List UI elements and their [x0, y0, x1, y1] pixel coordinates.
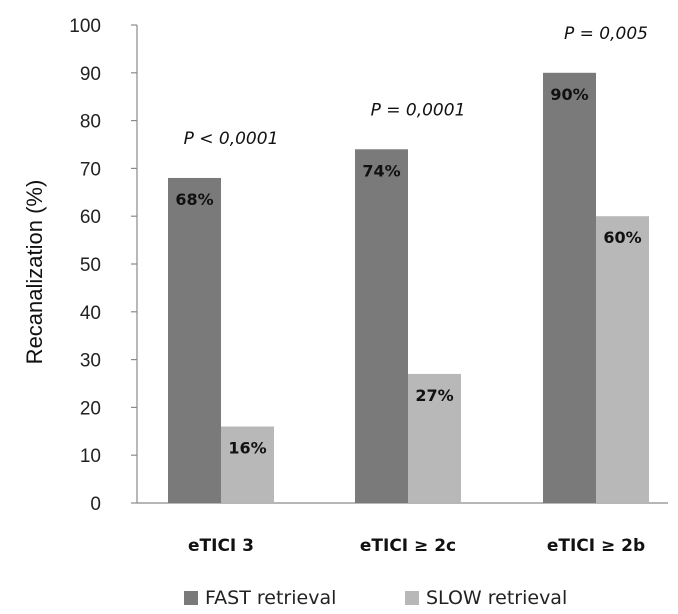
y-tick-label: 60: [80, 207, 101, 228]
bar-slow-2: [596, 216, 649, 503]
bar-fast-1: [355, 149, 408, 503]
p-value-label: P = 0,0001: [371, 100, 466, 120]
bar-slow-1: [408, 373, 461, 503]
y-axis-label: Recanalization (%): [22, 180, 47, 365]
data-labels: 68% 16% 74% 27% 90% 60%: [175, 85, 641, 458]
legend-label: FAST retrieval: [205, 587, 336, 609]
p-value-label: P < 0,0001: [184, 129, 279, 149]
y-tick-label: 20: [80, 398, 101, 419]
data-label: 60%: [603, 228, 641, 247]
y-tick-label: 90: [80, 64, 101, 85]
bar-slow-0: [221, 426, 274, 503]
bars: [168, 72, 649, 504]
bar-fast-0: [168, 177, 221, 503]
y-tick-label: 0: [90, 494, 101, 515]
x-axis-categories: eTICI 3 eTICI ≥ 2c eTICI ≥ 2b: [188, 536, 645, 556]
data-label: 27%: [415, 386, 453, 405]
y-tick-label: 10: [80, 446, 101, 467]
y-tick-label: 50: [80, 255, 101, 276]
y-axis: 0 10 20 30 40 50 60 70 80 90 100: [69, 16, 668, 515]
data-label: 74%: [362, 161, 400, 180]
y-tick-label: 100: [69, 16, 101, 37]
category-label: eTICI ≥ 2c: [360, 536, 456, 556]
y-tick-label: 30: [80, 351, 101, 372]
legend-swatch: [405, 591, 419, 605]
category-label: eTICI 3: [188, 536, 254, 556]
category-label: eTICI ≥ 2b: [547, 536, 645, 556]
y-tick-label: 40: [80, 303, 101, 324]
legend-swatch: [184, 591, 198, 605]
bar-fast-2: [543, 72, 596, 504]
data-label: 68%: [175, 190, 213, 209]
data-label: 16%: [228, 439, 266, 458]
legend-label: SLOW retrieval: [426, 587, 567, 609]
legend: FAST retrieval SLOW retrieval: [184, 587, 567, 609]
p-value-annotations: P < 0,0001 P = 0,0001 P = 0,005: [184, 24, 648, 149]
y-tick-label: 70: [80, 159, 101, 180]
p-value-label: P = 0,005: [564, 24, 648, 44]
data-label: 90%: [550, 85, 588, 104]
y-tick-label: 80: [80, 112, 101, 133]
